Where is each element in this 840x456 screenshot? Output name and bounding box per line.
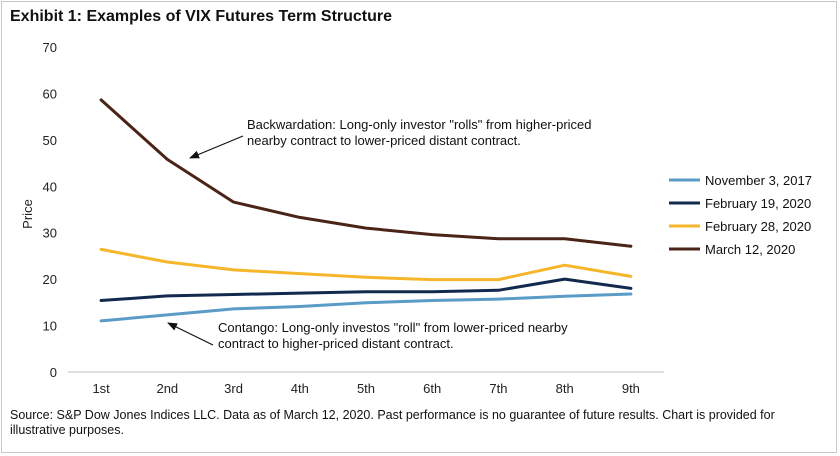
- chart-title: Exhibit 1: Examples of VIX Futures Term …: [10, 8, 393, 25]
- annotation-backwardation-text: nearby contract to lower-priced distant …: [247, 133, 521, 148]
- x-axis-ticks: 1st 2nd 3rd 4th 5th 6th 7th 8th 9th: [92, 381, 639, 396]
- y-tick-label: 10: [43, 319, 57, 334]
- annotation-contango-arrow: [167, 322, 214, 346]
- annotation-contango-text: contract to higher-priced distant contra…: [218, 336, 454, 351]
- series-line-november-3-2017: [99, 292, 633, 323]
- series-line-february-19-2020: [99, 277, 633, 302]
- series-line-march-12-2020: [99, 98, 633, 248]
- y-tick-label: 70: [43, 40, 57, 55]
- y-tick-label: 20: [43, 272, 57, 287]
- x-tick-label: 1st: [92, 381, 110, 396]
- annotation-backwardation-arrow: [189, 135, 244, 159]
- legend-label: March 12, 2020: [705, 242, 795, 257]
- x-tick-label: 7th: [489, 381, 507, 396]
- x-tick-label: 5th: [357, 381, 375, 396]
- legend-label: February 19, 2020: [705, 196, 811, 211]
- annotation-contango-text: Contango: Long-only investos "roll" from…: [218, 320, 568, 335]
- x-tick-label: 6th: [423, 381, 441, 396]
- legend-label: February 28, 2020: [705, 219, 811, 234]
- x-tick-label: 3rd: [224, 381, 243, 396]
- x-tick-label: 4th: [291, 381, 309, 396]
- series-lines: [99, 98, 633, 323]
- annotations: Backwardation: Long-only investor "rolls…: [167, 117, 592, 351]
- series-line-february-28-2020: [99, 247, 633, 282]
- x-tick-label: 8th: [556, 381, 574, 396]
- x-tick-label: 9th: [622, 381, 640, 396]
- y-tick-label: 60: [43, 86, 57, 101]
- y-tick-label: 30: [43, 226, 57, 241]
- y-axis-ticks: 0 10 20 30 40 50 60 70: [43, 40, 57, 380]
- y-tick-label: 0: [50, 365, 57, 380]
- annotation-backwardation-text: Backwardation: Long-only investor "rolls…: [247, 117, 592, 132]
- y-tick-label: 40: [43, 179, 57, 194]
- source-note: Source: S&P Dow Jones Indices LLC. Data …: [10, 408, 775, 437]
- legend-label: November 3, 2017: [705, 173, 812, 188]
- y-axis-label: Price: [20, 199, 35, 229]
- legend: November 3, 2017 February 19, 2020 Februar…: [669, 173, 812, 257]
- x-tick-label: 2nd: [156, 381, 178, 396]
- y-tick-label: 50: [43, 133, 57, 148]
